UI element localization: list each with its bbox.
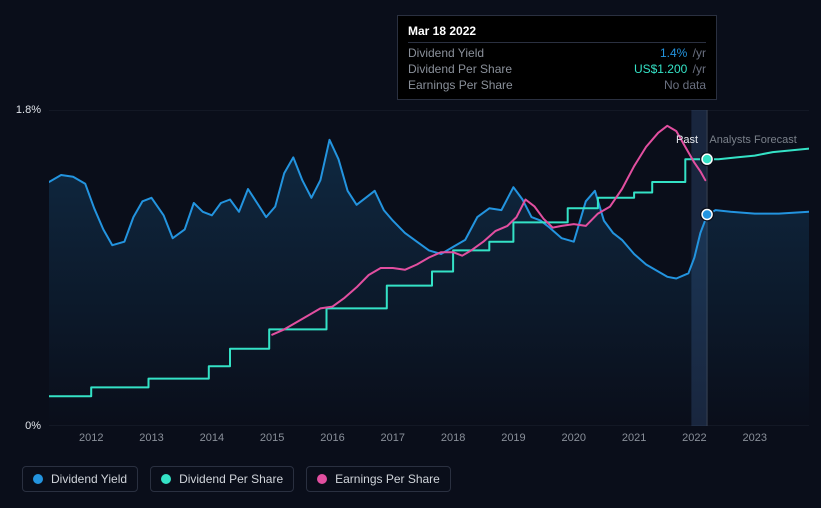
legend-label: Dividend Per Share bbox=[179, 472, 283, 486]
x-axis-tick-label: 2014 bbox=[200, 426, 224, 444]
x-axis-tick-label: 2018 bbox=[441, 426, 465, 444]
x-axis-tick-label: 2019 bbox=[501, 426, 525, 444]
legend-item-earnings_per_share[interactable]: Earnings Per Share bbox=[306, 466, 451, 492]
legend-item-dividend_yield[interactable]: Dividend Yield bbox=[22, 466, 138, 492]
x-axis-tick-label: 2013 bbox=[139, 426, 163, 444]
tooltip-date: Mar 18 2022 bbox=[408, 22, 706, 43]
legend-swatch bbox=[317, 474, 327, 484]
legend-label: Dividend Yield bbox=[51, 472, 127, 486]
forecast-label: Analysts Forecast bbox=[709, 134, 796, 146]
x-axis-tick-label: 2016 bbox=[320, 426, 344, 444]
x-axis-tick-label: 2017 bbox=[381, 426, 405, 444]
dividend-chart: Mar 18 2022 Dividend Yield1.4% /yrDivide… bbox=[0, 0, 821, 508]
tooltip-row: Dividend Per Share US$1.200 /yr bbox=[408, 61, 706, 77]
x-axis-tick-label: 2012 bbox=[79, 426, 103, 444]
tooltip-row-value: No data bbox=[664, 78, 706, 92]
y-axis-tick-label: 0% bbox=[25, 420, 49, 432]
tooltip-row-label: Dividend Per Share bbox=[408, 62, 512, 76]
series-marker-dividend_per_share bbox=[702, 154, 712, 164]
tooltip-row-value: US$1.200 bbox=[634, 62, 687, 76]
tooltip-row-label: Earnings Per Share bbox=[408, 78, 513, 92]
tooltip-row: Earnings Per Share No data bbox=[408, 77, 706, 93]
tooltip-row-value: 1.4% bbox=[660, 46, 687, 60]
y-axis-tick-label: 1.8% bbox=[16, 104, 49, 116]
legend-item-dividend_per_share[interactable]: Dividend Per Share bbox=[150, 466, 294, 492]
x-axis-tick-label: 2022 bbox=[682, 426, 706, 444]
legend-label: Earnings Per Share bbox=[335, 472, 440, 486]
tooltip-row-unit: /yr bbox=[689, 62, 706, 76]
tooltip-row-label: Dividend Yield bbox=[408, 46, 484, 60]
x-axis-tick-label: 2015 bbox=[260, 426, 284, 444]
tooltip-row-unit: /yr bbox=[689, 46, 706, 60]
x-axis-tick-label: 2021 bbox=[622, 426, 646, 444]
chart-legend: Dividend Yield Dividend Per Share Earnings… bbox=[22, 466, 451, 492]
chart-svg bbox=[49, 110, 809, 426]
plot-area[interactable]: 0%1.8% 201220132014201520162017201820192… bbox=[49, 110, 809, 426]
legend-swatch bbox=[161, 474, 171, 484]
tooltip-row: Dividend Yield 1.4% /yr bbox=[408, 45, 706, 61]
series-marker-dividend_yield bbox=[702, 209, 712, 219]
legend-swatch bbox=[33, 474, 43, 484]
x-axis-tick-label: 2023 bbox=[742, 426, 766, 444]
chart-tooltip: Mar 18 2022 Dividend Yield1.4% /yrDivide… bbox=[397, 15, 717, 100]
x-axis-tick-label: 2020 bbox=[562, 426, 586, 444]
past-label: Past bbox=[676, 134, 698, 146]
